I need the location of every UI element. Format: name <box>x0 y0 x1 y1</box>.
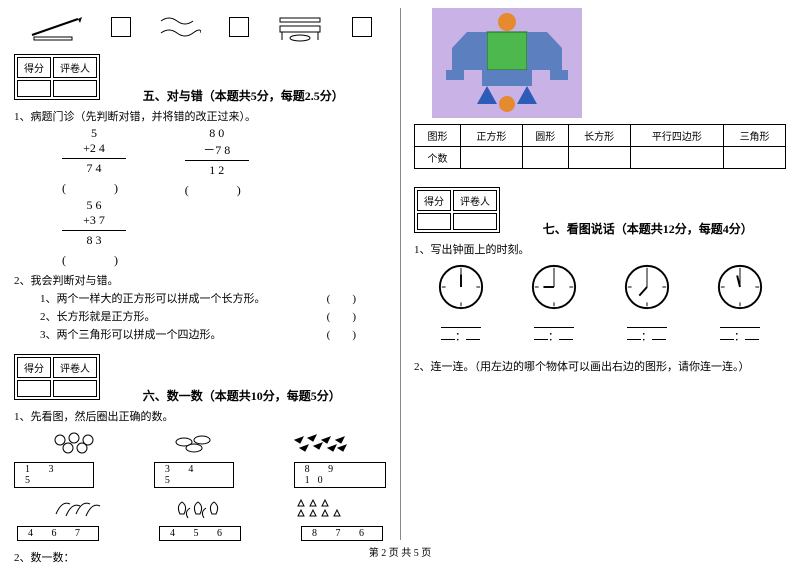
c3t: 3、两个三角形可以拼成一个四边形。 <box>40 329 222 341</box>
th-re: 长方形 <box>568 125 630 147</box>
count-row-2-imgs <box>14 494 386 520</box>
shape-count-table: 图形 正方形 圆形 长方形 平行四边形 三角形 个数 <box>414 124 786 169</box>
left-column: 得分 评卷人 五、对与错（本题共5分，每题2.5分） 1、病题门诊（先判断对错，… <box>0 0 400 540</box>
row-count-label: 个数 <box>415 147 461 169</box>
cell-re <box>568 147 630 169</box>
section6-title: 六、数一数（本题共10分，每题5分） <box>143 389 341 403</box>
cell-sq <box>460 147 522 169</box>
clock-4: ： <box>716 263 764 344</box>
math-1: 5 +2 4 7 4 ( ) <box>62 126 126 196</box>
nb5: 4 5 6 <box>159 526 241 541</box>
c3p: ( ) <box>327 326 356 342</box>
section5-title: 五、对与错（本题共5分，每题2.5分） <box>143 89 344 103</box>
cell-pa <box>630 147 724 169</box>
match-box-1 <box>111 17 131 37</box>
th-tr: 三角形 <box>724 125 786 147</box>
flowers-icon <box>50 430 110 456</box>
th-sq: 正方形 <box>460 125 522 147</box>
clock-1: ： <box>437 263 485 344</box>
m2b: －7 8 <box>185 141 249 158</box>
scorebox-6: 得分 评卷人 <box>14 354 100 400</box>
col2: ： <box>548 331 559 343</box>
nb1: 1 3 5 <box>14 462 94 488</box>
scorebox6-score: 得分 <box>17 357 51 378</box>
section6-header: 得分 评卷人 六、数一数（本题共10分，每题5分） <box>14 354 386 404</box>
q7-2: 2、连一连。（用左边的哪个物体可以画出右边的图形，请你连一连。） <box>414 358 786 374</box>
th-ci: 圆形 <box>522 125 568 147</box>
m2c: 1 2 <box>185 163 249 178</box>
section5-header: 得分 评卷人 五、对与错（本题共5分，每题2.5分） <box>14 54 386 104</box>
m2a: 8 0 <box>185 126 249 141</box>
cell-tr <box>724 147 786 169</box>
leaves-icon <box>170 430 230 456</box>
c2t: 2、长方形就是正方形。 <box>40 311 156 323</box>
m2p: ( ) <box>185 181 249 198</box>
col4: ： <box>734 331 745 343</box>
scorebox6-grader: 评卷人 <box>53 357 97 378</box>
clock-3: ： <box>623 263 671 344</box>
garlic-icon <box>170 494 230 520</box>
scorebox-7: 得分 评卷人 <box>414 187 500 233</box>
section7-header: 得分 评卷人 七、看图说话（本题共12分，每题4分） <box>414 187 786 237</box>
q5-2-3: 3、两个三角形可以拼成一个四边形。 ( ) <box>40 326 386 342</box>
robot-svg <box>432 8 582 118</box>
col3: ： <box>641 331 652 343</box>
math-3: 5 6 +3 7 8 3 ( ) <box>62 198 126 268</box>
m3a: 5 6 <box>62 198 126 213</box>
c1p: ( ) <box>327 290 356 306</box>
nb3: 8 9 10 <box>294 462 386 488</box>
scorebox-grader: 评卷人 <box>53 57 97 78</box>
nb4: 4 6 7 <box>17 526 99 541</box>
cell-ci <box>522 147 568 169</box>
section7-title: 七、看图说话（本题共12分，每题4分） <box>543 222 753 236</box>
match-box-2 <box>229 17 249 37</box>
m3p: ( ) <box>62 251 126 268</box>
m3b: +3 7 <box>62 213 126 228</box>
triangles-icon <box>290 494 350 520</box>
scorebox-score: 得分 <box>17 57 51 78</box>
scorebox7-score: 得分 <box>417 190 451 211</box>
feathers-icon <box>50 494 110 520</box>
q5-2-1: 1、两个一样大的正方形可以拼成一个长方形。 ( ) <box>40 290 386 306</box>
right-column: 图形 正方形 圆形 长方形 平行四边形 三角形 个数 得分 评卷人 <box>400 0 800 540</box>
fish-icon <box>290 430 350 456</box>
match-box-3 <box>352 17 372 37</box>
math-2: 8 0 －7 8 1 2 ( ) <box>185 126 249 198</box>
c1t: 1、两个一样大的正方形可以拼成一个长方形。 <box>40 293 266 305</box>
clock-icon-2 <box>530 263 578 311</box>
scorebox7-grader: 评卷人 <box>453 190 497 211</box>
clock-icon-4 <box>716 263 764 311</box>
m1a: 5 <box>62 126 126 141</box>
count-row-1-imgs <box>14 430 386 456</box>
robot-figure <box>432 8 582 118</box>
count-row-1-nums: 1 3 5 3 4 5 8 9 10 <box>14 462 386 488</box>
m1c: 7 4 <box>62 161 126 176</box>
math-problems: 5 +2 4 7 4 ( ) 8 0 －7 8 1 2 ( ) 5 6 +3 7… <box>34 126 386 268</box>
q7-1: 1、写出钟面上的时刻。 <box>414 241 786 257</box>
c2p: ( ) <box>327 308 356 324</box>
m3c: 8 3 <box>62 233 126 248</box>
q5-2: 2、我会判断对与错。 <box>14 272 386 288</box>
top-match-row <box>14 12 386 42</box>
q6-1: 1、先看图，然后圈出正确的数。 <box>14 408 386 424</box>
m1p: ( ) <box>62 179 126 196</box>
count-row-2-nums: 4 6 7 4 5 6 8 7 6 <box>14 526 386 541</box>
page-footer: 第 2 页 共 5 页 <box>0 544 800 559</box>
clock-icon-3 <box>623 263 671 311</box>
th-pa: 平行四边形 <box>630 125 724 147</box>
wave-icon <box>159 13 201 41</box>
q5-1: 1、病题门诊（先判断对错，并将错的改正过来）。 <box>14 108 386 124</box>
scorebox-5: 得分 评卷人 <box>14 54 100 100</box>
nb6: 8 7 6 <box>301 526 383 541</box>
m1b: +2 4 <box>62 141 126 156</box>
th-shape: 图形 <box>415 125 461 147</box>
pencil-icon <box>28 13 84 41</box>
q5-2-2: 2、长方形就是正方形。 ( ) <box>40 308 386 324</box>
nb2: 3 4 5 <box>154 462 234 488</box>
clock-2: ： <box>530 263 578 344</box>
clock-row: ： ： ： ： <box>414 263 786 344</box>
clock-icon-1 <box>437 263 485 311</box>
col1: ： <box>455 331 466 343</box>
bed-icon <box>276 12 324 42</box>
